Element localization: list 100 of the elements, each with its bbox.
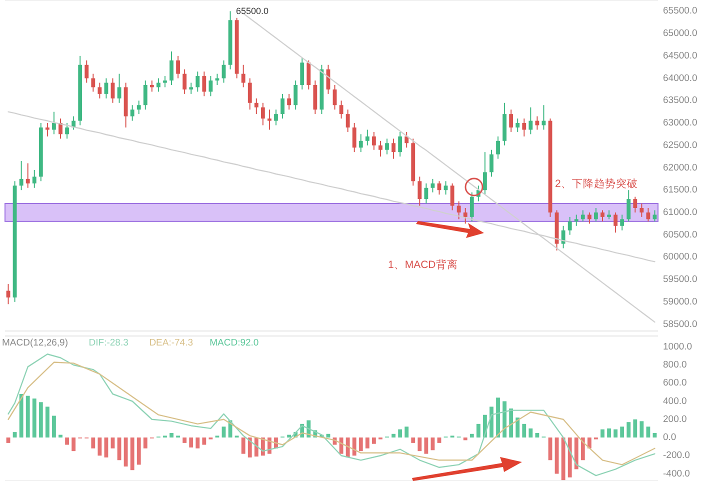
bar bbox=[600, 429, 604, 438]
candlestick bbox=[626, 190, 631, 222]
bar bbox=[646, 426, 650, 438]
candlestick bbox=[260, 102, 265, 126]
bar bbox=[104, 438, 108, 458]
candlestick bbox=[444, 180, 448, 196]
bar bbox=[437, 438, 442, 443]
candlestick bbox=[26, 162, 30, 188]
candlestick bbox=[19, 160, 24, 191]
candlestick bbox=[528, 106, 533, 135]
bar bbox=[6, 438, 10, 443]
candlestick bbox=[280, 93, 284, 120]
candlestick bbox=[84, 60, 89, 84]
candlestick bbox=[372, 131, 376, 150]
bar bbox=[32, 398, 36, 438]
candlestick bbox=[156, 78, 160, 92]
y-tick-label: -200.0 bbox=[663, 450, 690, 462]
candlestick bbox=[509, 109, 514, 132]
bar bbox=[38, 402, 43, 438]
bar bbox=[58, 434, 62, 438]
bar bbox=[170, 432, 174, 438]
bar bbox=[574, 438, 578, 470]
candlestick bbox=[450, 182, 454, 211]
y-tick-label: -400.0 bbox=[663, 468, 690, 480]
candlestick bbox=[516, 118, 520, 132]
candlestick bbox=[522, 118, 526, 137]
bar bbox=[372, 438, 376, 444]
candlestick bbox=[352, 122, 356, 153]
bar bbox=[522, 424, 526, 438]
candlestick bbox=[378, 140, 382, 158]
y-tick-label: 61500.0 bbox=[663, 184, 698, 196]
y-tick-label: 59500.0 bbox=[663, 274, 698, 286]
bar bbox=[490, 406, 494, 438]
candlestick bbox=[182, 68, 187, 94]
candlestick bbox=[248, 78, 252, 110]
candlestick bbox=[568, 216, 572, 236]
candlestick bbox=[600, 210, 604, 222]
bar bbox=[463, 438, 468, 440]
candlestick bbox=[620, 214, 624, 231]
bar bbox=[404, 426, 409, 438]
bar bbox=[476, 424, 480, 438]
bar bbox=[202, 438, 206, 445]
candlestick bbox=[614, 212, 618, 234]
annotation: 2、下降趋势突破 bbox=[555, 177, 638, 190]
bar bbox=[516, 418, 520, 438]
bar bbox=[358, 438, 363, 452]
bar bbox=[411, 438, 416, 443]
candlestick bbox=[176, 55, 180, 79]
candlestick bbox=[163, 76, 167, 88]
candlestick bbox=[6, 284, 10, 305]
candlestick bbox=[306, 60, 311, 90]
bar bbox=[72, 438, 76, 452]
candlestick bbox=[170, 50, 174, 86]
bar bbox=[640, 421, 644, 438]
bar bbox=[182, 438, 187, 443]
y-tick-label: 60500.0 bbox=[663, 229, 698, 240]
bar bbox=[424, 438, 428, 454]
candlestick bbox=[287, 93, 292, 110]
y-tick-label: 62500.0 bbox=[663, 140, 698, 151]
candlestick bbox=[150, 80, 154, 92]
candlestick bbox=[117, 73, 122, 104]
bar bbox=[580, 438, 585, 460]
line-series bbox=[8, 354, 656, 476]
y-tick-label: 600.0 bbox=[663, 378, 687, 389]
candlestick bbox=[98, 82, 102, 99]
candlestick bbox=[52, 111, 56, 135]
candlestick bbox=[274, 109, 278, 126]
y-tick-label: 65000.0 bbox=[663, 28, 698, 40]
bar bbox=[502, 401, 507, 438]
candlestick bbox=[136, 100, 141, 115]
bar bbox=[26, 396, 30, 438]
candlestick bbox=[65, 122, 69, 140]
y-tick-label: 64000.0 bbox=[663, 72, 698, 84]
candlestick bbox=[365, 129, 370, 146]
y-tick-label: 62000.0 bbox=[663, 162, 698, 174]
bar bbox=[496, 398, 500, 438]
bar bbox=[222, 426, 226, 438]
bar bbox=[633, 419, 638, 438]
candlestick bbox=[535, 116, 540, 130]
candlestick bbox=[587, 212, 592, 224]
bar bbox=[124, 438, 128, 466]
candlestick bbox=[580, 210, 585, 222]
candlestick bbox=[189, 82, 194, 94]
text: DEA:-74.3 bbox=[149, 338, 194, 349]
candlestick bbox=[222, 60, 226, 84]
candlestick bbox=[398, 131, 402, 158]
y-tick-label: 59000.0 bbox=[663, 296, 698, 308]
y-tick-label: 64500.0 bbox=[663, 50, 698, 62]
bar bbox=[143, 438, 148, 448]
candlestick bbox=[463, 207, 468, 224]
annotation: 1、MACD背离 bbox=[388, 258, 458, 271]
candlestick bbox=[418, 176, 422, 206]
bar bbox=[620, 426, 624, 438]
candlestick bbox=[300, 58, 304, 90]
candlestick bbox=[196, 71, 200, 92]
candlestick bbox=[594, 207, 598, 222]
candlestick bbox=[358, 134, 363, 153]
line-series bbox=[8, 362, 656, 466]
y-tick-label: 400.0 bbox=[663, 396, 687, 407]
bar bbox=[248, 438, 252, 458]
